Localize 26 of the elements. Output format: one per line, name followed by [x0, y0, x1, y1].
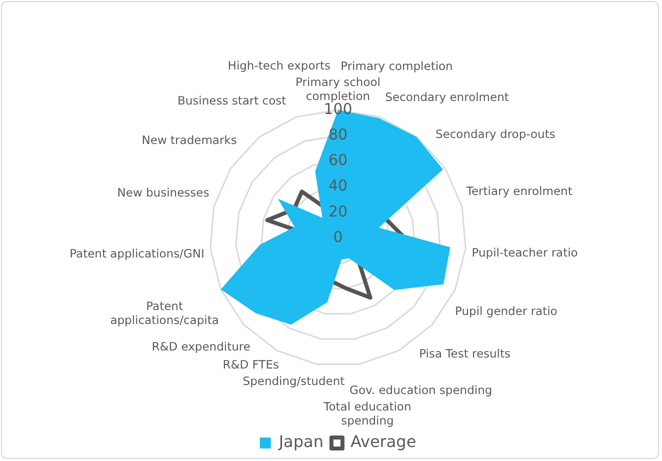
- spoke-label: Business start cost: [177, 94, 287, 108]
- spoke-label: New businesses: [117, 186, 210, 200]
- y-tick-label: 20: [328, 202, 348, 220]
- spoke-label: Pupil gender ratio: [455, 304, 558, 318]
- spoke-label: R&D FTEs: [222, 357, 279, 372]
- spoke-label: Patent applications/capita: [110, 299, 219, 328]
- y-tick-label: 80: [328, 125, 348, 144]
- spoke-label: New trademarks: [142, 132, 237, 147]
- spoke-label: Total education spending: [322, 400, 412, 428]
- spoke-label: Primary school completion: [296, 74, 380, 103]
- legend-label: Average: [350, 432, 416, 452]
- spoke-label: Patent applications/GNI: [70, 246, 204, 261]
- spoke-label: R&D expenditure: [152, 340, 250, 354]
- y-tick-label: 0: [333, 228, 343, 246]
- spoke-label: Primary completion: [340, 58, 453, 73]
- spoke-label: Gov. education spending: [350, 383, 492, 398]
- spoke-label: Secondary enrolment: [385, 90, 510, 104]
- spoke-label: Tertiary enrolment: [465, 184, 573, 198]
- spoke-label: Pisa Test results: [419, 346, 511, 361]
- spoke-label: Pupil-teacher ratio: [472, 245, 578, 260]
- spoke-label: Secondary drop-outs: [435, 127, 556, 142]
- y-tick-label: 40: [328, 176, 348, 195]
- spoke-label: Spending/student: [242, 374, 346, 388]
- legend-label: Japan: [278, 432, 324, 452]
- y-tick-label: 60: [328, 151, 348, 170]
- spoke-label: High-tech exports: [228, 58, 330, 73]
